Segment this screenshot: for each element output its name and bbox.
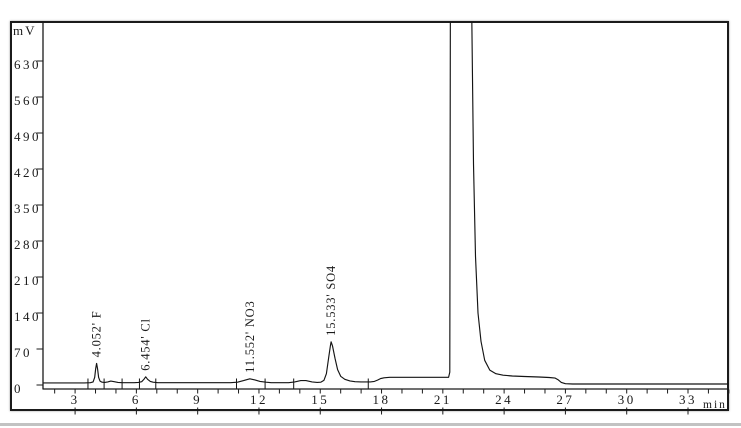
- chromatogram-trace: [43, 22, 729, 385]
- x-tick-label: 27: [556, 392, 574, 407]
- y-axis-unit-label: mV: [13, 23, 37, 38]
- figure-frame: [10, 21, 729, 411]
- peak-label-NO3: 11.552' NO3: [243, 300, 257, 372]
- peak-label-F: 4.052' F: [90, 311, 104, 358]
- window-bottom-edge: [0, 423, 741, 426]
- x-axis-unit-label: min: [703, 399, 727, 411]
- y-tick-label: 280: [14, 237, 41, 252]
- y-tick-label: 70: [14, 345, 32, 360]
- peak-label-Cl: 6.454' Cl: [139, 318, 153, 371]
- x-tick-label: 30: [618, 392, 636, 407]
- y-tick-label: 420: [14, 165, 41, 180]
- y-tick-label: 490: [14, 129, 41, 144]
- x-tick-label: 21: [434, 392, 452, 407]
- y-tick-label: 350: [14, 201, 41, 216]
- y-tick-label: 210: [14, 273, 41, 288]
- y-tick-label: 0: [14, 381, 23, 396]
- x-tick-label: 18: [373, 392, 391, 407]
- x-tick-label: 33: [679, 392, 697, 407]
- x-tick-label: 6: [132, 392, 141, 407]
- y-tick-label: 630: [14, 57, 41, 72]
- x-tick-label: 3: [71, 392, 80, 407]
- y-tick-label: 560: [14, 93, 41, 108]
- x-tick-label: 12: [250, 392, 268, 407]
- x-tick-label: 9: [193, 392, 202, 407]
- y-tick-label: 140: [14, 309, 41, 324]
- x-tick-label: 15: [311, 392, 329, 407]
- x-tick-label: 24: [495, 392, 513, 407]
- peak-label-SO4: 15.533' SO4: [324, 265, 338, 336]
